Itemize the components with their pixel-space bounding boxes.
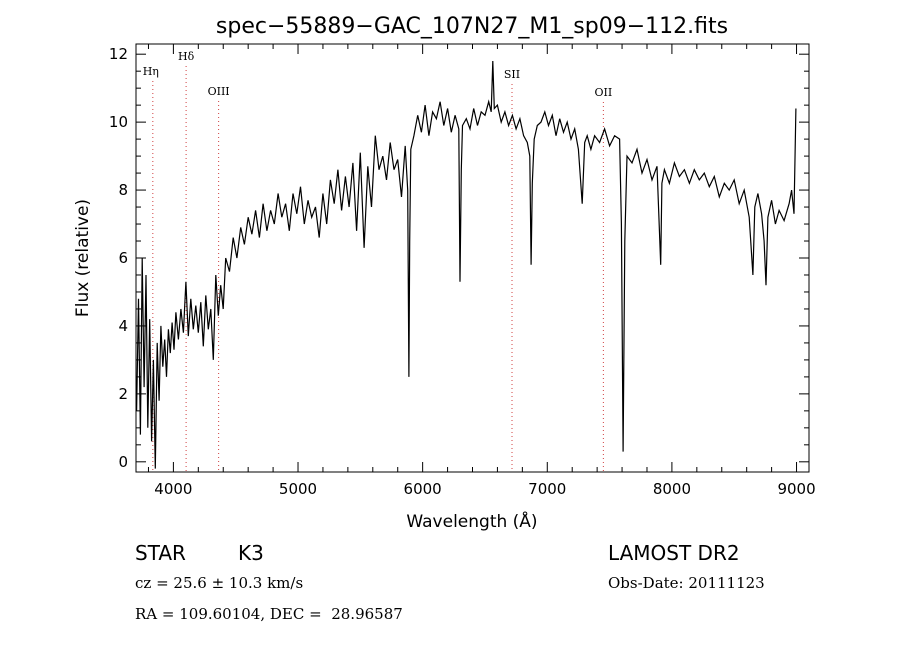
chart-title: spec−55889−GAC_107N27_M1_sp09−112.fits [216, 14, 728, 39]
y-axis-label: Flux (relative) [73, 199, 93, 317]
coordinates-text: RA = 109.60104, DEC = 28.96587 [135, 605, 403, 623]
line-label: OII [595, 86, 613, 99]
y-tick-label: 8 [118, 181, 128, 199]
x-tick-label: 5000 [279, 480, 317, 498]
x-tick-label: 6000 [404, 480, 442, 498]
x-tick-label: 8000 [653, 480, 691, 498]
y-tick-label: 4 [118, 317, 128, 335]
x-tick-label: 9000 [777, 480, 815, 498]
line-label: Hη [143, 65, 159, 78]
line-label: OIII [208, 85, 230, 98]
y-tick-label: 2 [118, 385, 128, 403]
x-axis-label: Wavelength (Å) [406, 510, 537, 532]
line-markers [152, 66, 604, 472]
line-labels: Hη Hδ OIII SII OII [143, 50, 612, 99]
object-class: STAR [135, 541, 186, 565]
x-tick-label: 7000 [528, 480, 566, 498]
line-label: SII [504, 68, 520, 81]
y-tick-label: 12 [109, 45, 128, 63]
flux-line [136, 60, 797, 469]
y-tick-label: 0 [118, 453, 128, 471]
y-tick-label: 10 [109, 113, 128, 131]
redshift-text: cz = 25.6 ± 10.3 km/s [135, 574, 304, 592]
object-subclass: K3 [238, 541, 264, 565]
obs-date-text: Obs-Date: 20111123 [608, 574, 765, 592]
axis-ticks: 4000 5000 6000 7000 8000 9000 0 2 4 6 8 10 12 [109, 44, 816, 498]
x-tick-label: 4000 [154, 480, 192, 498]
survey-label: LAMOST DR2 [608, 541, 740, 565]
line-label: Hδ [178, 50, 195, 63]
y-tick-label: 6 [118, 249, 128, 267]
